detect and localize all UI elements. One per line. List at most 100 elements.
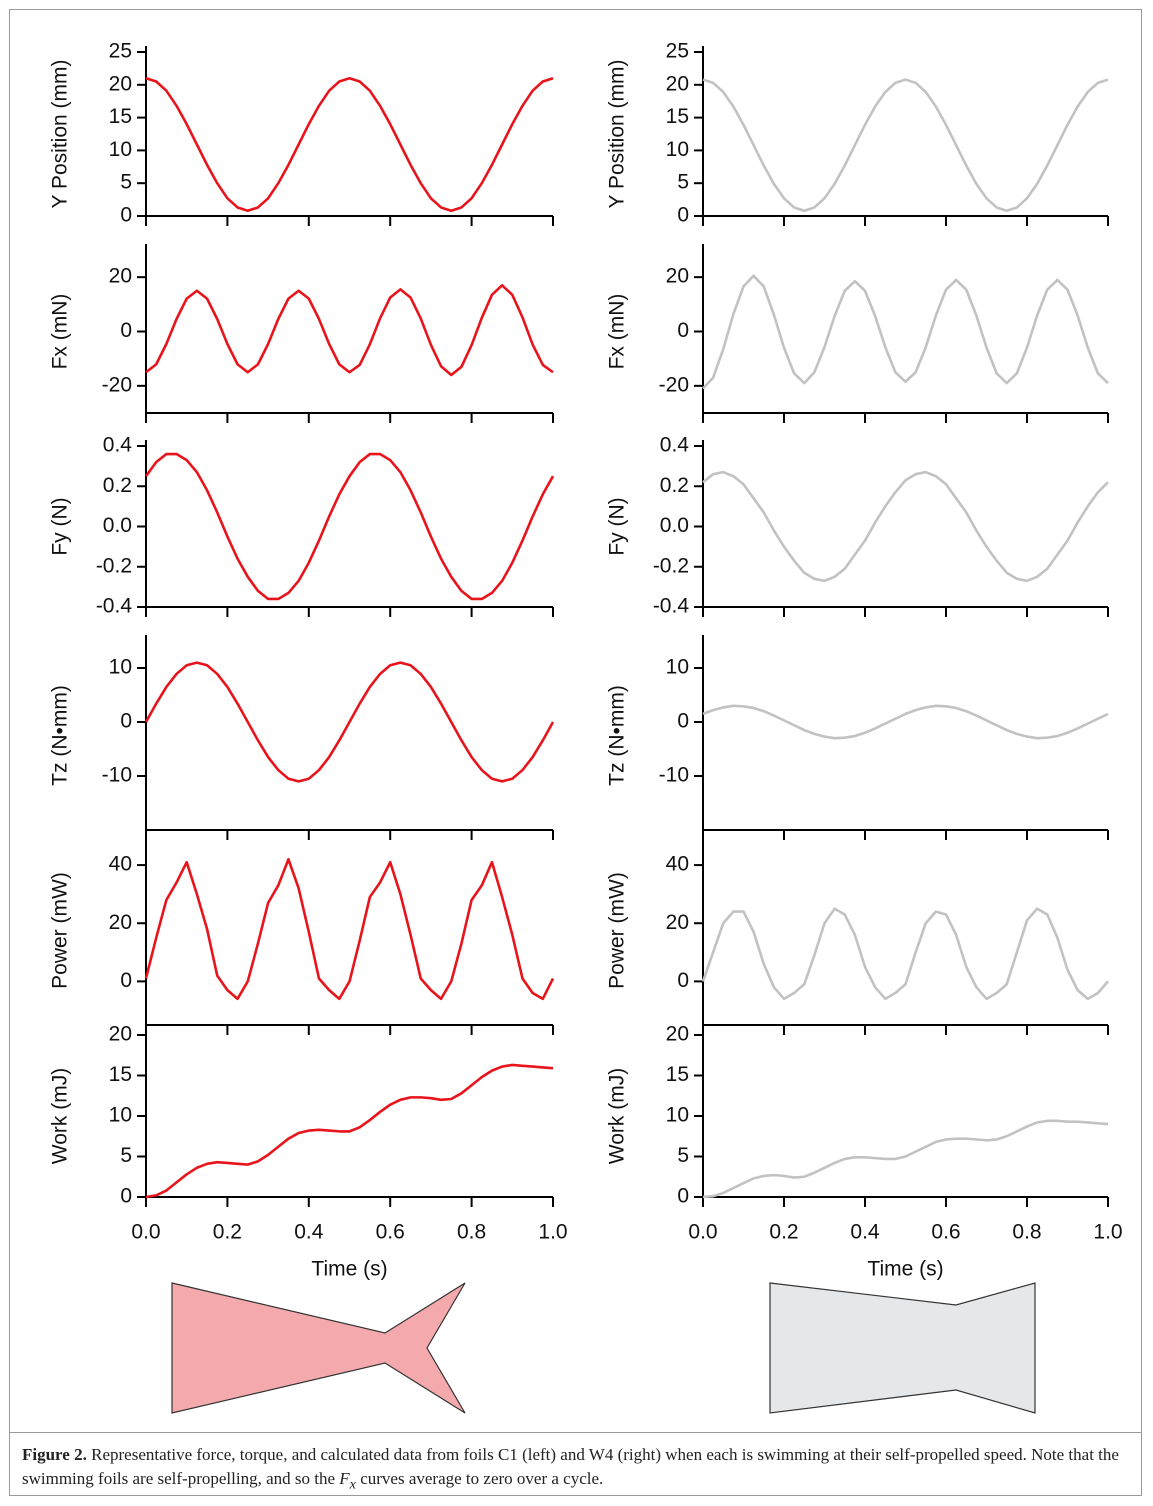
y-tick-label: 20 [109,911,132,934]
x-tick-label: 0.8 [457,1221,486,1244]
y-tick-label: 25 [109,40,132,63]
y-tick-label: 0.2 [103,474,132,497]
data-line [145,1063,554,1199]
data-line [144,661,555,783]
y-axis-label: Y Position (mm) [606,60,629,209]
x-tick-label: 0.6 [931,1221,960,1244]
data-line [701,907,1109,1001]
x-axis-label: Time (s) [867,1258,943,1281]
y-axis-label: Fy (N) [49,497,72,555]
y-axis-label: Fx (mN) [606,294,629,370]
y-tick-label: 15 [666,1063,689,1086]
y-tick-label: 0 [677,710,689,733]
x-tick-label: 1.0 [1093,1221,1122,1244]
y-tick-label: 0.2 [660,474,689,497]
x-tick-label: 0.8 [1012,1221,1041,1244]
caption-symbol: F [339,1469,350,1488]
caption-text: curves average to zero over a cycle. [355,1469,604,1488]
y-tick-label: 20 [666,1023,689,1046]
y-tick-label: 10 [109,1104,132,1127]
figure-frame [9,9,1142,1496]
y-axis-label: Tz (N•mm) [49,685,72,786]
y-tick-label: 0.4 [660,434,690,457]
caption-text: Representative force, torque, and calcul… [22,1445,1119,1488]
foil-c1-shape [171,1282,466,1414]
y-tick-label: 20 [666,911,689,934]
y-axis-label: Power (mW) [49,872,72,989]
y-tick-label: 10 [666,138,689,161]
data-line [702,704,1109,740]
y-tick-label: 20 [109,72,132,95]
y-tick-label: -20 [102,373,132,396]
caption-separator [9,1432,1142,1433]
data-line [144,857,555,1001]
y-tick-label: 10 [666,656,689,679]
data-line [702,78,1109,213]
y-tick-label: 15 [109,1063,132,1086]
y-tick-label: 10 [109,138,132,161]
y-tick-label: -10 [659,764,689,787]
y-tick-label: 0 [677,1185,689,1208]
x-tick-label: 0.4 [850,1221,880,1244]
y-tick-label: 15 [666,105,689,128]
y-axis-label: Y Position (mm) [49,60,72,209]
y-tick-label: 0 [677,969,689,992]
x-tick-label: 0.6 [376,1221,405,1244]
y-tick-label: -20 [659,373,689,396]
y-tick-label: 5 [120,1144,132,1167]
y-tick-label: 20 [666,72,689,95]
y-axis-label: Tz (N•mm) [606,685,629,786]
data-line [702,1119,1109,1199]
y-tick-label: 0 [120,969,132,992]
y-tick-label: 10 [109,656,132,679]
y-tick-label: -10 [102,764,132,787]
y-tick-label: -0.4 [96,595,133,618]
y-tick-label: 0 [120,1185,132,1208]
caption-label: Figure 2. [22,1445,87,1464]
y-tick-label: 0.0 [660,514,689,537]
y-tick-label: 40 [109,853,132,876]
foil-w4-shape [769,1282,1036,1414]
x-tick-label: 0.0 [688,1221,717,1244]
y-tick-label: 5 [120,171,132,194]
x-tick-label: 0.4 [294,1221,324,1244]
data-line [145,284,554,377]
y-axis-label: Work (mJ) [49,1068,72,1164]
y-tick-label: 5 [677,171,689,194]
y-axis-label: Fy (N) [606,497,629,555]
y-axis-label: Work (mJ) [606,1068,629,1164]
x-axis-label: Time (s) [311,1258,387,1281]
y-tick-label: -0.4 [653,595,690,618]
y-tick-label: 15 [109,105,132,128]
y-tick-label: 10 [666,1104,689,1127]
y-tick-label: 20 [109,1023,132,1046]
y-tick-label: 0.4 [103,434,133,457]
y-axis-label: Power (mW) [606,872,629,989]
y-tick-label: 0 [120,710,132,733]
y-tick-label: 0 [120,204,132,227]
y-tick-label: -0.2 [653,554,689,577]
data-line [702,274,1109,390]
caption: Figure 2. Representative force, torque, … [22,1443,1132,1496]
caption-subscript: x [349,1476,356,1493]
x-tick-label: 0.2 [769,1221,798,1244]
y-tick-label: 25 [666,40,689,63]
y-tick-label: 0 [120,319,132,342]
x-tick-label: 1.0 [538,1221,567,1244]
data-line [702,470,1109,583]
x-tick-label: 0.2 [213,1221,242,1244]
y-tick-label: 5 [677,1144,689,1167]
x-tick-label: 0.0 [131,1221,160,1244]
y-tick-label: 0.0 [103,514,132,537]
y-tick-label: 0 [677,204,689,227]
y-tick-label: 20 [666,265,689,288]
y-axis-label: Fx (mN) [49,294,72,370]
data-line [144,452,555,601]
y-tick-label: -0.2 [96,554,132,577]
y-tick-label: 40 [666,853,689,876]
y-tick-label: 0 [677,319,689,342]
y-tick-label: 20 [109,265,132,288]
